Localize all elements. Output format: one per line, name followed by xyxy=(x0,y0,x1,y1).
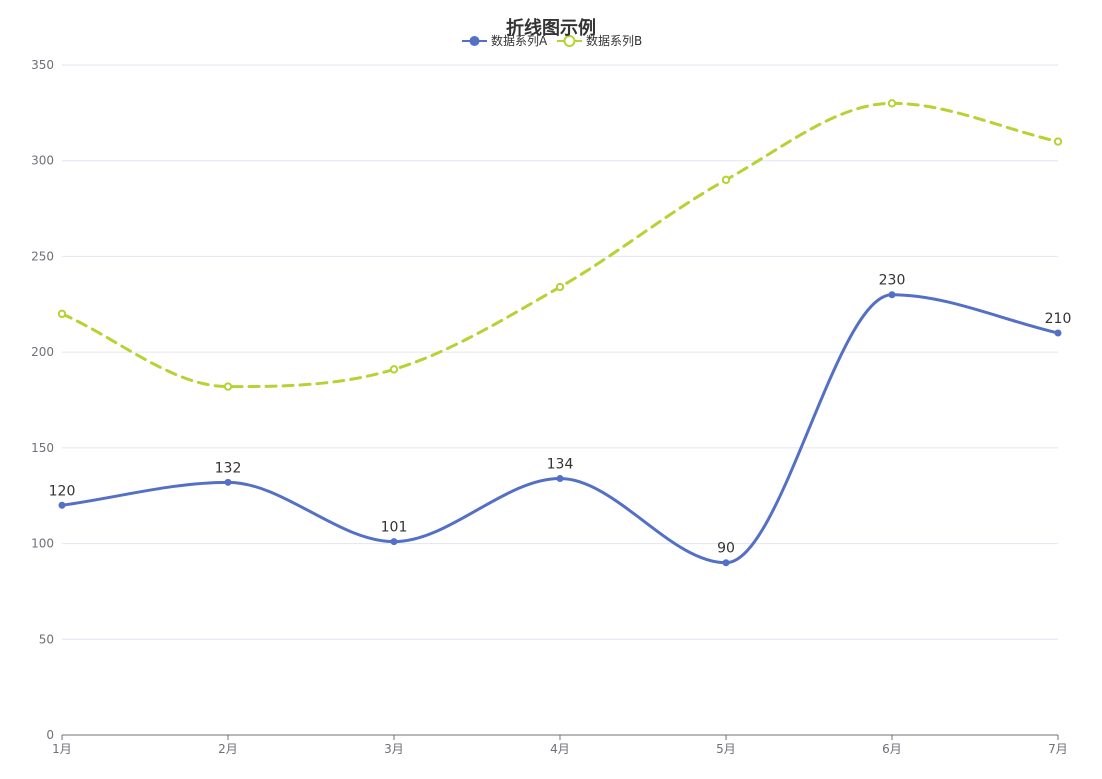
series-b-point[interactable] xyxy=(57,309,67,319)
grid-layer xyxy=(62,64,1058,640)
series-a-data-label: 210 xyxy=(1045,311,1072,327)
x-tick-label: 4月 xyxy=(550,742,570,756)
axis-layer: 0 50 100 150 200 250 300 350 1月 2月 3月 4月 5月 6月 7月 xyxy=(31,58,1068,756)
series-b-point[interactable] xyxy=(1053,137,1063,146)
series-b-point[interactable] xyxy=(555,282,565,292)
x-tick-label: 5月 xyxy=(716,742,736,756)
y-tick-label: 350 xyxy=(31,58,54,72)
series-a-point[interactable] xyxy=(1054,329,1062,337)
series-a-point[interactable] xyxy=(722,559,730,567)
series-a-data-label: 90 xyxy=(717,541,735,557)
legend-item-series-b[interactable]: 数据系列B xyxy=(557,33,642,48)
x-tick-label: 2月 xyxy=(218,742,238,756)
series-b-point[interactable] xyxy=(389,365,399,374)
y-tick-label: 300 xyxy=(31,154,54,168)
series-a-point[interactable] xyxy=(224,478,232,486)
series-a-point[interactable] xyxy=(556,474,564,482)
legend-series-b-marker-icon xyxy=(563,35,576,47)
series-b-line[interactable] xyxy=(60,101,1060,389)
x-tick-label: 1月 xyxy=(52,742,72,756)
y-tick-label: 150 xyxy=(31,441,54,455)
legend-series-a-label: 数据系列A xyxy=(491,33,548,48)
series-a-data-label: 120 xyxy=(49,483,76,499)
legend-series-b-label: 数据系列B xyxy=(586,33,642,48)
chart-title: 折线图示例 xyxy=(506,17,596,39)
x-tick-label: 6月 xyxy=(882,742,902,756)
series-a-point[interactable] xyxy=(58,501,66,509)
series-a-data-label: 134 xyxy=(547,456,574,472)
y-tick-label: 0 xyxy=(46,728,54,742)
series-a-line[interactable] xyxy=(60,293,1060,565)
series-a-point[interactable] xyxy=(888,291,896,299)
label-layer: 120 132 101 134 90 230 210 xyxy=(49,273,1072,557)
legend[interactable]: 数据系列A 数据系列B xyxy=(462,33,642,48)
series-b-point[interactable] xyxy=(887,99,897,108)
series-b-point[interactable] xyxy=(721,175,731,185)
x-tick-label: 7月 xyxy=(1048,742,1068,756)
y-tick-label: 50 xyxy=(39,632,54,646)
y-tick-label: 200 xyxy=(31,345,54,359)
y-tick-label: 250 xyxy=(31,249,54,263)
series-layer xyxy=(57,99,1063,567)
series-a-data-label: 132 xyxy=(215,460,242,476)
series-b-point[interactable] xyxy=(223,382,233,391)
series-a-data-label: 230 xyxy=(879,273,906,289)
series-a-data-label: 101 xyxy=(381,520,408,536)
x-tick-label: 3月 xyxy=(384,742,404,756)
legend-item-series-a[interactable]: 数据系列A xyxy=(462,33,548,48)
series-a-point[interactable] xyxy=(390,538,398,546)
legend-series-a-marker-icon xyxy=(469,36,480,46)
y-tick-label: 100 xyxy=(31,537,54,551)
